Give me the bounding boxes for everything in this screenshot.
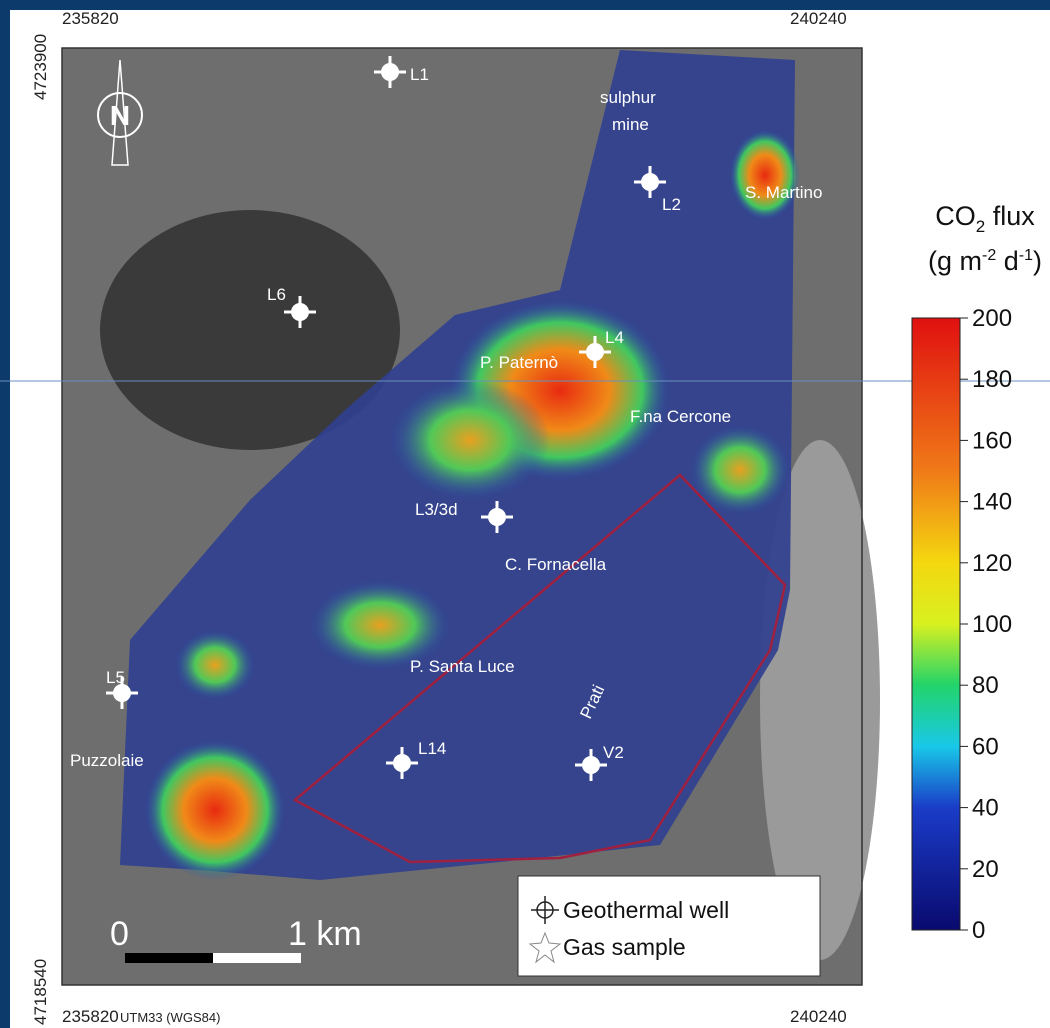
scale-label: 0 <box>110 915 129 953</box>
place-label: Puzzolaie <box>70 751 144 770</box>
anomaly <box>145 740 285 880</box>
page: {"coordinates": {"top_left": "235820", "… <box>0 0 1050 1028</box>
place-label: L2 <box>662 195 681 214</box>
place-label: L5 <box>106 668 125 687</box>
place-label: F.na Cercone <box>630 407 731 426</box>
colorbar-units-part: d <box>996 246 1019 276</box>
coord-label: 240240 <box>790 9 847 28</box>
place-label: L14 <box>418 739 446 758</box>
tick-label: 40 <box>972 795 999 822</box>
coord-label: 240240 <box>790 1007 847 1026</box>
coord-label: 235820 <box>62 1007 119 1026</box>
place-label: L4 <box>605 328 624 347</box>
place-label: C. Fornacella <box>505 555 607 574</box>
place-label: mine <box>612 115 649 134</box>
tick-label: 0 <box>972 917 985 944</box>
anomaly <box>390 380 550 500</box>
coord-label: 235820 <box>62 9 119 28</box>
tick-label: 200 <box>972 305 1012 332</box>
tick-label: 120 <box>972 550 1012 577</box>
place-label: P. Santa Luce <box>410 657 515 676</box>
tick-label: 60 <box>972 733 999 760</box>
place-label: sulphur <box>600 88 656 107</box>
colorbar-title-part: CO <box>935 201 976 231</box>
tick-label: 140 <box>972 489 1012 516</box>
anomaly <box>730 130 800 220</box>
place-label: L1 <box>410 65 429 84</box>
coord-label: 4723900 <box>31 34 50 100</box>
colorbar-title-part: flux <box>985 201 1035 231</box>
scale-bar <box>213 953 301 963</box>
place-label: S. Martino <box>745 183 822 202</box>
legend-label: Gas sample <box>563 934 686 960</box>
coord-label: 4718540 <box>31 959 50 1025</box>
anomaly <box>175 630 255 700</box>
tick-label: 20 <box>972 856 999 883</box>
colorbar-title-part: 2 <box>976 217 985 236</box>
tick-label: 80 <box>972 672 999 699</box>
north-label: N <box>110 100 130 131</box>
scale-label: 1 km <box>288 915 362 953</box>
colorbar-units-part: -2 <box>982 247 996 264</box>
colorbar-title: CO2 flux <box>935 201 1035 236</box>
tick-label: 160 <box>972 427 1012 454</box>
colorbar-units-part: ) <box>1033 246 1042 276</box>
place-label: L6 <box>267 285 286 304</box>
place-label: V2 <box>603 743 624 762</box>
tick-label: 100 <box>972 611 1012 638</box>
tick-label: 180 <box>972 366 1012 393</box>
scale-bar <box>125 953 213 963</box>
legend-box <box>518 876 820 976</box>
colorbar-units-part: -1 <box>1019 247 1033 264</box>
place-label: P. Paternò <box>480 353 558 372</box>
colorbar-units-part: (g m <box>928 246 982 276</box>
figure: 235820 240240 4723900 4718540 235820 UTM… <box>0 0 1050 1028</box>
colorbar <box>912 318 960 930</box>
place-label: L3/3d <box>415 500 458 519</box>
legend-label: Geothermal well <box>563 897 729 923</box>
datum-label: UTM33 (WGS84) <box>120 1010 220 1025</box>
